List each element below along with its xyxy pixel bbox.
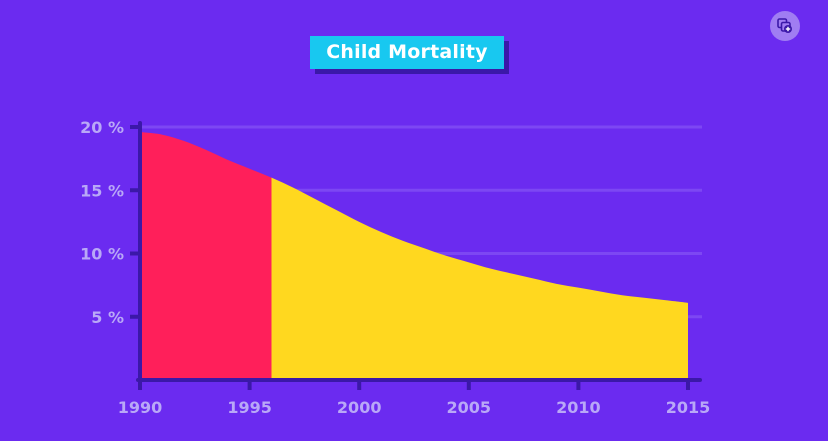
y-tick-label: 20 % bbox=[80, 118, 124, 137]
area-series bbox=[140, 132, 688, 380]
axes bbox=[130, 121, 702, 390]
y-tick-label: 15 % bbox=[80, 181, 124, 200]
x-tick-label: 2005 bbox=[447, 398, 492, 417]
chart-title-block: Child Mortality bbox=[310, 36, 509, 74]
add-collection-button[interactable] bbox=[770, 11, 800, 41]
x-tick-label: 1995 bbox=[227, 398, 272, 417]
x-tick-label: 2010 bbox=[556, 398, 601, 417]
x-tick-label: 1990 bbox=[118, 398, 163, 417]
x-tick-label: 2000 bbox=[337, 398, 382, 417]
area-fill-highlight bbox=[140, 132, 272, 380]
x-tick-label: 2015 bbox=[666, 398, 711, 417]
y-tick-label: 10 % bbox=[80, 245, 124, 264]
tick-labels: 5 % 10 % 15 % 20 % 1990 1995 2000 2005 2010 2015 bbox=[80, 118, 710, 417]
layers-plus-icon bbox=[777, 18, 792, 33]
chart-title: Child Mortality bbox=[310, 36, 504, 69]
area-fill-main bbox=[271, 177, 688, 380]
y-tick-label: 5 % bbox=[91, 308, 124, 327]
